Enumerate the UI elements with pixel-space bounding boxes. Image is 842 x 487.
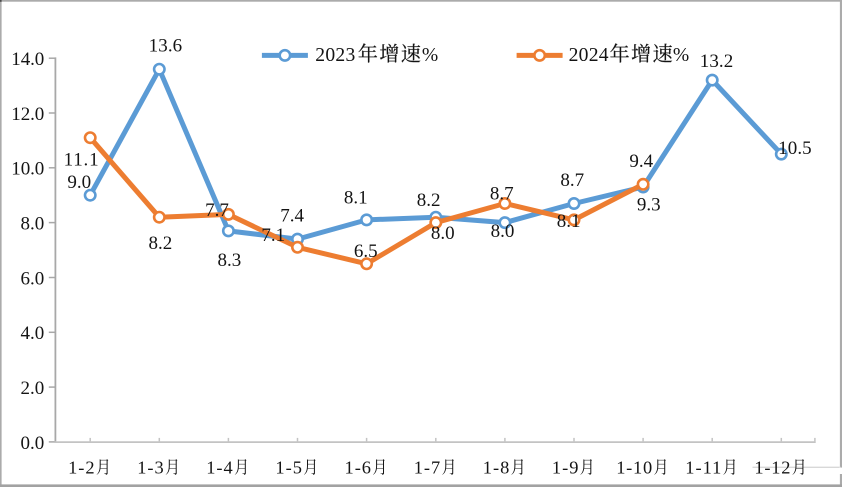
svg-text:13.6: 13.6 [149, 36, 183, 57]
svg-text:2024: 2024 [569, 45, 609, 66]
svg-text:%: % [673, 45, 689, 66]
svg-text:8.7: 8.7 [490, 184, 514, 205]
svg-text:8.1: 8.1 [557, 211, 581, 232]
svg-text:13.2: 13.2 [700, 51, 734, 72]
svg-text:11.1: 11.1 [64, 149, 99, 170]
svg-text:1-6: 1-6 [345, 457, 372, 477]
svg-text:14.0: 14.0 [11, 49, 44, 70]
svg-text:10.0: 10.0 [11, 159, 44, 180]
svg-text:8.7: 8.7 [560, 170, 584, 191]
svg-text:1-3: 1-3 [137, 457, 164, 477]
svg-text:2023: 2023 [315, 45, 355, 66]
svg-text:1-2: 1-2 [68, 457, 95, 477]
svg-text:10.5: 10.5 [778, 138, 812, 159]
svg-text:8.0: 8.0 [21, 214, 45, 235]
svg-text:8.3: 8.3 [218, 250, 242, 271]
svg-text:2.0: 2.0 [21, 378, 45, 399]
svg-text:4.0: 4.0 [21, 323, 45, 344]
svg-text:1-9: 1-9 [552, 457, 579, 477]
svg-text:7.4: 7.4 [280, 205, 304, 226]
svg-text:8.0: 8.0 [491, 221, 515, 242]
svg-text:8.0: 8.0 [431, 223, 455, 244]
svg-text:6.5: 6.5 [354, 241, 378, 262]
svg-text:7.1: 7.1 [261, 225, 285, 246]
svg-text:1-11: 1-11 [685, 457, 721, 477]
svg-text:1-4: 1-4 [206, 457, 233, 477]
svg-text:8.2: 8.2 [417, 190, 441, 211]
svg-text:1-12: 1-12 [754, 457, 790, 477]
svg-text:0.0: 0.0 [21, 433, 45, 454]
svg-text:6.0: 6.0 [21, 268, 45, 289]
svg-text:9.4: 9.4 [629, 151, 653, 172]
svg-text:9.0: 9.0 [67, 172, 91, 193]
svg-text:8.1: 8.1 [344, 188, 368, 209]
svg-text:8.2: 8.2 [149, 233, 173, 254]
svg-text:9.3: 9.3 [637, 195, 661, 216]
svg-text:1-10: 1-10 [616, 457, 652, 477]
svg-text:12.0: 12.0 [11, 104, 44, 125]
svg-text:%: % [422, 45, 438, 66]
svg-text:1-8: 1-8 [483, 457, 510, 477]
svg-text:1-5: 1-5 [275, 457, 302, 477]
svg-text:7.7: 7.7 [205, 200, 229, 221]
svg-text:1-7: 1-7 [414, 457, 441, 477]
